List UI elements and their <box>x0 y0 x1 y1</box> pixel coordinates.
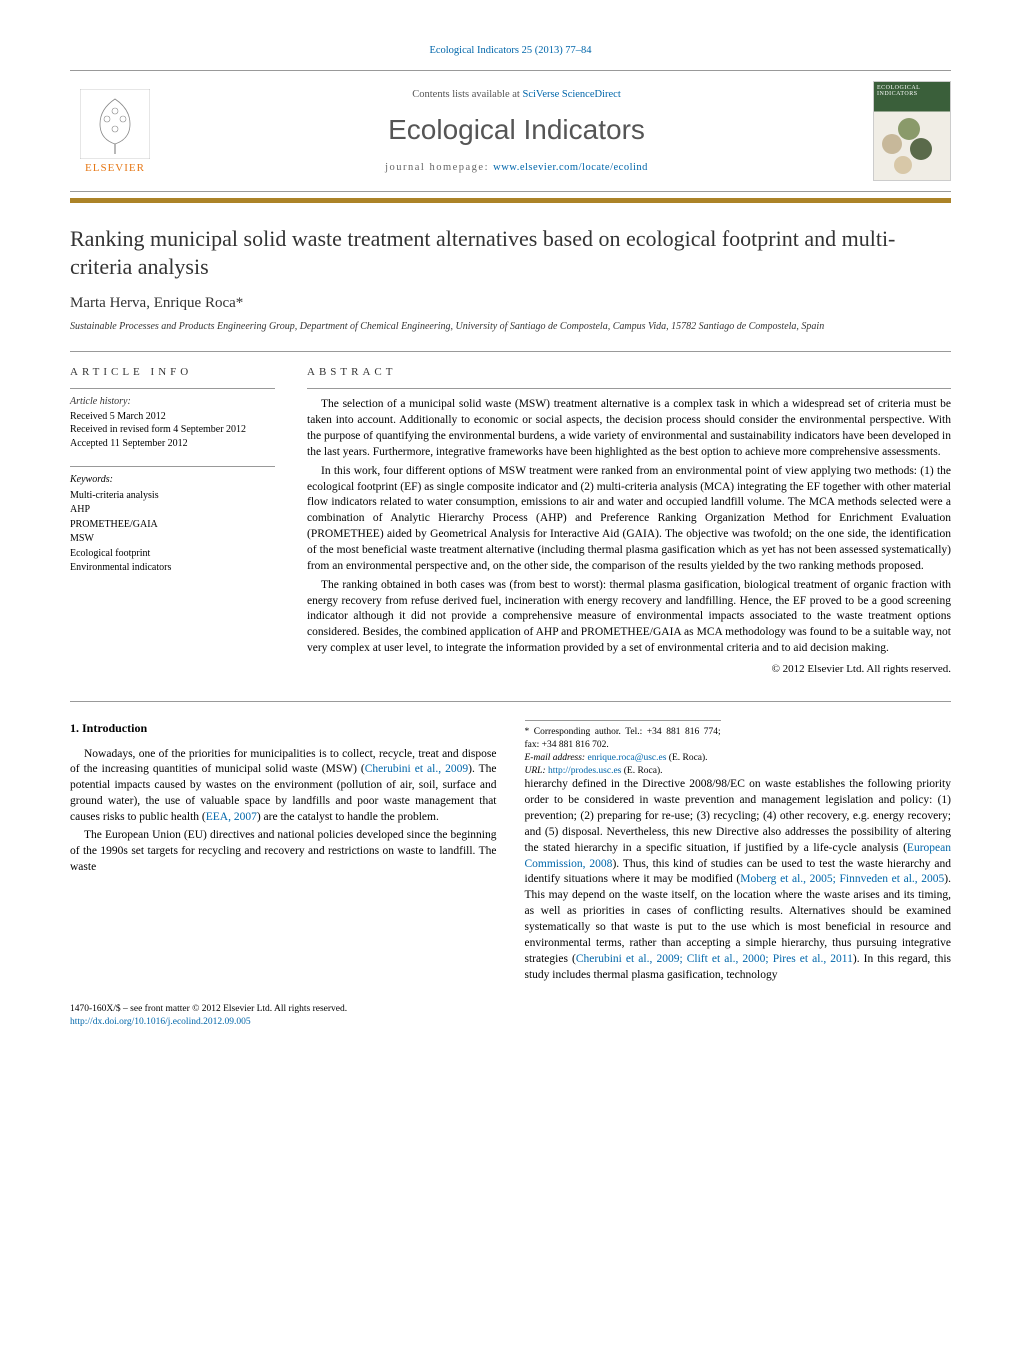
publisher-logo: ELSEVIER <box>70 81 160 181</box>
history-subhead: Article history: <box>70 395 275 409</box>
url-line: URL: http://prodes.usc.es (E. Roca). <box>525 765 721 778</box>
corresponding-author-note: * Corresponding author. Tel.: +34 881 81… <box>525 726 721 752</box>
cover-label: ECOLOGICAL INDICATORS <box>877 85 950 97</box>
citation-link[interactable]: Cherubini et al., 2009 <box>365 763 468 775</box>
history-revised: Received in revised form 4 September 201… <box>70 423 275 437</box>
header-center: Contents lists available at SciVerse Sci… <box>160 89 873 173</box>
text-run: ) are the catalyst to handle the problem… <box>257 811 439 823</box>
sciencedirect-link[interactable]: SciVerse ScienceDirect <box>522 89 620 100</box>
body-paragraph: The European Union (EU) directives and n… <box>70 828 497 876</box>
abstract-copyright: © 2012 Elsevier Ltd. All rights reserved… <box>307 663 951 675</box>
body-text: 1. Introduction Nowadays, one of the pri… <box>70 720 951 983</box>
section-title: 1. Introduction <box>70 720 497 737</box>
journal-header: ELSEVIER Contents lists available at Sci… <box>70 70 951 192</box>
email-line: E-mail address: enrique.roca@usc.es (E. … <box>525 752 721 765</box>
body-paragraph: hierarchy defined in the Directive 2008/… <box>525 777 952 983</box>
keyword-item: Ecological footprint <box>70 547 275 562</box>
keyword-item: MSW <box>70 532 275 547</box>
journal-homepage-line: journal homepage: www.elsevier.com/locat… <box>160 162 873 173</box>
journal-reference: Ecological Indicators 25 (2013) 77–84 <box>70 45 951 56</box>
homepage-link[interactable]: www.elsevier.com/locate/ecolind <box>493 162 648 173</box>
elsevier-tree-icon <box>80 89 150 159</box>
abstract-paragraph: The ranking obtained in both cases was (… <box>307 578 951 657</box>
footer: 1470-160X/$ – see front matter © 2012 El… <box>70 1003 951 1029</box>
abstract-rule <box>307 388 951 389</box>
affiliation: Sustainable Processes and Products Engin… <box>70 320 951 333</box>
keyword-item: PROMETHEE/GAIA <box>70 518 275 533</box>
abstract-paragraph: The selection of a municipal solid waste… <box>307 397 951 460</box>
keyword-item: Environmental indicators <box>70 561 275 576</box>
text-run: ). This may depend on the waste itself, … <box>525 873 952 964</box>
corresponding-mark: * <box>236 295 244 311</box>
author-names: Marta Herva, Enrique Roca <box>70 295 236 311</box>
body-paragraph: Nowadays, one of the priorities for muni… <box>70 747 497 826</box>
accent-rule <box>70 198 951 203</box>
url-suffix: (E. Roca). <box>621 766 662 776</box>
history-received: Received 5 March 2012 <box>70 410 275 424</box>
page: Ecological Indicators 25 (2013) 77–84 EL… <box>0 0 1021 1079</box>
email-link[interactable]: enrique.roca@usc.es <box>587 753 666 763</box>
keyword-item: Multi-criteria analysis <box>70 489 275 504</box>
doi-link[interactable]: http://dx.doi.org/10.1016/j.ecolind.2012… <box>70 1016 951 1029</box>
abstract-body: The selection of a municipal solid waste… <box>307 397 951 657</box>
abstract-paragraph: In this work, four different options of … <box>307 464 951 575</box>
email-label: E-mail address: <box>525 753 588 763</box>
keywords-subhead: Keywords: <box>70 473 275 488</box>
keyword-item: AHP <box>70 503 275 518</box>
citation-link[interactable]: EEA, 2007 <box>206 811 257 823</box>
url-link[interactable]: http://prodes.usc.es <box>548 766 621 776</box>
cover-graphic <box>882 116 942 172</box>
history-accepted: Accepted 11 September 2012 <box>70 437 275 451</box>
publisher-name: ELSEVIER <box>85 162 145 174</box>
contents-prefix: Contents lists available at <box>412 89 522 100</box>
article-title: Ranking municipal solid waste treatment … <box>70 225 951 281</box>
front-matter-line: 1470-160X/$ – see front matter © 2012 El… <box>70 1003 951 1016</box>
footnotes: * Corresponding author. Tel.: +34 881 81… <box>525 720 721 777</box>
authors: Marta Herva, Enrique Roca* <box>70 295 951 312</box>
abstract-heading: abstract <box>307 366 951 378</box>
citation-link[interactable]: Cherubini et al., 2009; Clift et al., 20… <box>576 953 853 965</box>
article-info-column: article info Article history: Received 5… <box>70 366 275 675</box>
keywords-block: Keywords: Multi-criteria analysis AHP PR… <box>70 466 275 576</box>
body-rule <box>70 701 951 702</box>
journal-cover-thumbnail: ECOLOGICAL INDICATORS <box>873 81 951 181</box>
contents-available-line: Contents lists available at SciVerse Sci… <box>160 89 873 100</box>
text-run: hierarchy defined in the Directive 2008/… <box>525 778 952 853</box>
article-history-block: Article history: Received 5 March 2012 R… <box>70 388 275 450</box>
citation-link[interactable]: Moberg et al., 2005; Finnveden et al., 2… <box>740 873 944 885</box>
homepage-prefix: journal homepage: <box>385 162 493 173</box>
url-label: URL: <box>525 766 549 776</box>
article-info-heading: article info <box>70 366 275 378</box>
email-suffix: (E. Roca). <box>666 753 707 763</box>
abstract-column: abstract The selection of a municipal so… <box>307 366 951 675</box>
journal-title: Ecological Indicators <box>160 114 873 146</box>
info-abstract-row: article info Article history: Received 5… <box>70 351 951 675</box>
